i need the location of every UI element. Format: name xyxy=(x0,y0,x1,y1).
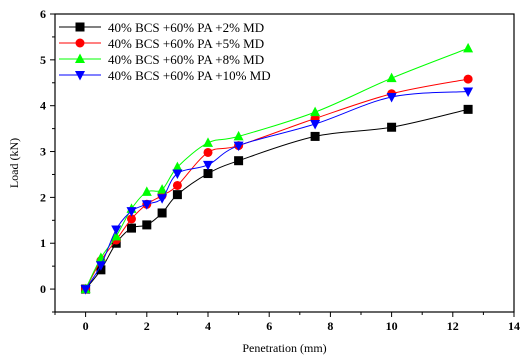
data-point-circle xyxy=(127,214,136,224)
data-point-triangle-down xyxy=(75,71,85,81)
y-tick-label: 5 xyxy=(40,53,46,67)
data-point-circle xyxy=(463,74,473,84)
legend-label: 40% BCS +60% PA +2% MD xyxy=(108,20,264,35)
data-point-square xyxy=(387,122,397,132)
data-point-circle xyxy=(203,147,213,157)
x-tick-label: 8 xyxy=(327,319,333,333)
data-point-triangle-up xyxy=(141,186,152,196)
series-4 xyxy=(80,87,474,295)
data-point-square xyxy=(157,208,167,218)
data-point-triangle-up xyxy=(203,137,213,147)
data-point-triangle-up xyxy=(310,106,321,117)
legend-label: 40% BCS +60% PA +10% MD xyxy=(108,68,271,83)
data-point-square xyxy=(127,223,136,233)
data-point-triangle-down xyxy=(80,285,91,295)
y-axis-ticks: 0 1 2 3 4 5 6 xyxy=(40,7,55,313)
data-point-triangle-up xyxy=(157,184,168,194)
x-tick-label: 14 xyxy=(508,319,520,333)
data-point-circle xyxy=(172,180,182,190)
series-layer xyxy=(80,42,474,295)
data-point-square xyxy=(310,131,320,141)
data-point-triangle-down xyxy=(203,160,213,171)
plot-frame xyxy=(54,13,515,313)
x-tick-label: 10 xyxy=(386,319,398,333)
x-axis-ticks: 0 2 4 6 8 10 12 14 xyxy=(54,312,520,333)
data-point-triangle-down xyxy=(386,92,397,103)
data-point-triangle-down xyxy=(233,141,244,152)
legend-entry-4: 40% BCS +60% PA +10% MD xyxy=(59,68,271,83)
x-tick-label: 4 xyxy=(205,319,211,333)
data-point-triangle-up xyxy=(386,72,397,83)
data-point-triangle-down xyxy=(157,194,168,204)
y-tick-label: 6 xyxy=(40,7,46,21)
data-point-triangle-down xyxy=(126,207,137,217)
data-point-triangle-up xyxy=(75,53,85,63)
legend-label: 40% BCS +60% PA +8% MD xyxy=(108,52,264,67)
series-2 xyxy=(81,74,473,294)
x-tick-label: 0 xyxy=(83,319,89,333)
data-point-triangle-up xyxy=(463,42,474,53)
data-point-triangle-up xyxy=(111,230,122,241)
x-tick-label: 2 xyxy=(144,319,150,333)
data-point-triangle-down xyxy=(95,261,106,271)
plot-area-border xyxy=(54,13,515,313)
data-point-square xyxy=(75,22,85,32)
y-tick-label: 4 xyxy=(40,99,46,113)
legend-entry-1: 40% BCS +60% PA +2% MD xyxy=(59,20,264,35)
y-tick-label: 0 xyxy=(40,282,46,296)
series-line xyxy=(85,90,469,290)
series-1 xyxy=(81,104,473,294)
y-axis-label: Load (kN) xyxy=(7,138,21,188)
data-point-square xyxy=(142,220,152,230)
data-point-triangle-down xyxy=(111,225,122,235)
data-point-triangle-down xyxy=(310,120,321,130)
data-point-triangle-down xyxy=(463,87,474,97)
series-line xyxy=(85,47,469,290)
legend-label: 40% BCS +60% PA +5% MD xyxy=(108,36,264,51)
y-tick-label: 2 xyxy=(40,190,46,204)
data-point-square xyxy=(234,156,244,166)
data-point-square xyxy=(203,169,213,179)
data-point-triangle-down xyxy=(172,169,183,180)
series-line xyxy=(85,108,469,290)
data-point-triangle-down xyxy=(141,200,152,210)
data-point-square xyxy=(172,190,182,200)
x-axis-label: Penetration (mm) xyxy=(242,341,326,355)
data-point-triangle-up xyxy=(233,130,244,141)
data-point-square xyxy=(463,104,473,114)
legend-entry-2: 40% BCS +60% PA +5% MD xyxy=(59,36,264,51)
x-tick-label: 12 xyxy=(447,319,459,333)
legend-entry-3: 40% BCS +60% PA +8% MD xyxy=(59,52,264,67)
x-tick-label: 6 xyxy=(266,319,272,333)
data-point-circle xyxy=(75,38,85,48)
data-point-triangle-up xyxy=(172,161,183,172)
y-tick-label: 1 xyxy=(40,236,46,250)
y-tick-label: 3 xyxy=(40,145,46,159)
series-line xyxy=(85,78,469,290)
